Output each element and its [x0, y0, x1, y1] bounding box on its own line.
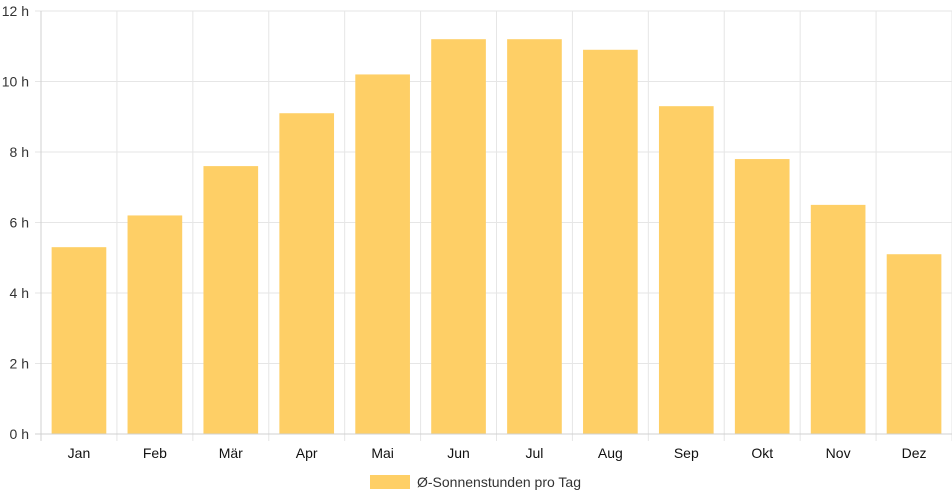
x-tick-label: Mär — [219, 445, 243, 461]
x-tick-label: Sep — [674, 445, 699, 461]
x-tick-label: Apr — [296, 445, 318, 461]
legend-swatch — [370, 475, 410, 489]
y-axis-ticks: 0 h 2 h 4 h 6 h 8 h 10 h 12 h — [2, 3, 29, 442]
y-tick-label: 0 h — [10, 426, 29, 442]
grid-lines — [35, 10, 952, 441]
bar-aug[interactable] — [583, 49, 638, 435]
y-tick-label: 10 h — [2, 74, 29, 90]
bar-jan[interactable] — [51, 247, 107, 434]
bar-nov[interactable] — [810, 204, 866, 434]
y-tick-label: 8 h — [10, 144, 29, 160]
bar-feb[interactable] — [127, 215, 183, 434]
x-tick-label: Mai — [371, 445, 394, 461]
legend-label: Ø-Sonnenstunden pro Tag — [417, 474, 581, 490]
bar-dez[interactable] — [886, 254, 942, 434]
x-tick-label: Dez — [902, 445, 927, 461]
bars — [51, 39, 942, 435]
x-tick-label: Jan — [68, 445, 91, 461]
y-tick-label: 4 h — [10, 285, 29, 301]
y-tick-label: 6 h — [10, 215, 29, 231]
x-tick-label: Nov — [826, 445, 851, 461]
bar-mär[interactable] — [203, 166, 259, 434]
x-axis-ticks: Jan Feb Mär Apr Mai Jun Jul Aug Sep Okt Nov Dez — [68, 445, 927, 461]
axes — [35, 11, 952, 441]
bar-apr[interactable] — [279, 113, 335, 434]
x-tick-label: Aug — [598, 445, 623, 461]
x-tick-label: Okt — [751, 445, 773, 461]
bar-jun[interactable] — [431, 39, 486, 434]
x-tick-label: Jul — [526, 445, 544, 461]
y-tick-label: 2 h — [10, 356, 29, 372]
bar-okt[interactable] — [734, 159, 790, 435]
legend[interactable]: Ø-Sonnenstunden pro Tag — [370, 474, 581, 490]
bar-jul[interactable] — [507, 39, 562, 434]
y-tick-label: 12 h — [2, 3, 29, 19]
bar-sep[interactable] — [658, 106, 714, 435]
x-tick-label: Feb — [143, 445, 167, 461]
bar-mai[interactable] — [355, 74, 410, 434]
x-tick-label: Jun — [447, 445, 470, 461]
